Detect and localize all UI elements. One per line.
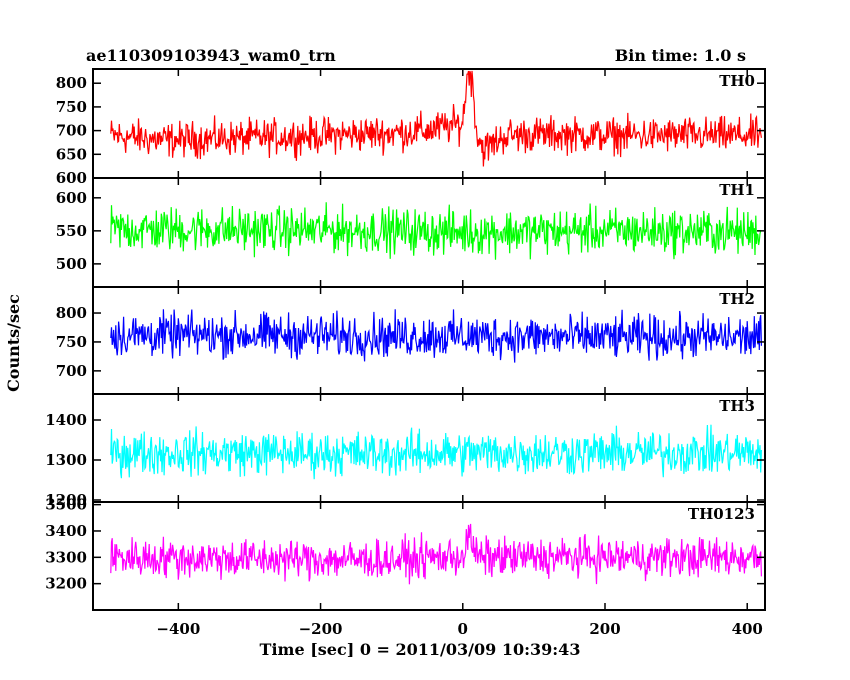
- y-axis-label: Counts/sec: [4, 294, 23, 392]
- panel-frame: [92, 501, 766, 611]
- y-tick-label: 3400: [45, 522, 87, 540]
- series-th0: [110, 70, 762, 167]
- panels-group: 600 650 700 750 800 TH0 500 550 600 TH1 700 750 800 T…: [45, 68, 766, 638]
- y-tick-label: 3300: [45, 548, 87, 566]
- y-tick-label: 1200: [45, 491, 87, 509]
- y-tick-label: 550: [56, 222, 87, 240]
- panel-label-th0123: TH0123: [688, 505, 755, 523]
- panel-th2: 700 750 800 TH2: [56, 286, 766, 395]
- y-tick-label: 600: [56, 169, 87, 187]
- y-tick-label: 750: [56, 98, 87, 116]
- y-tick-label: 700: [56, 362, 87, 380]
- y-tick-label: 650: [56, 145, 87, 163]
- y-tick-label: 600: [56, 189, 87, 207]
- y-tick-label: 3200: [45, 575, 87, 593]
- panel-th3: 1200 1300 1400 TH3: [45, 393, 766, 509]
- series-th1: [110, 202, 762, 260]
- chart-title: ae110309103943_wam0_trn: [86, 46, 336, 65]
- bin-time-label: Bin time: 1.0 s: [615, 46, 746, 65]
- series-th2: [110, 309, 762, 363]
- panel-label-th1: TH1: [719, 181, 755, 199]
- y-tick-label: 800: [56, 304, 87, 322]
- series-th0123: [110, 523, 762, 585]
- x-tick-label: −400: [156, 620, 200, 638]
- series-th3: [110, 424, 762, 480]
- y-tick-label: 500: [56, 255, 87, 273]
- y-tick-label: 700: [56, 122, 87, 140]
- x-axis-label: Time [sec] 0 = 2011/03/09 10:39:43: [260, 640, 581, 659]
- x-tick-label: 0: [458, 620, 468, 638]
- x-tick-label: 400: [732, 620, 763, 638]
- panel-th0: 600 650 700 750 800 TH0: [56, 68, 766, 187]
- panel-frame: [92, 68, 766, 179]
- x-tick-label: 200: [589, 620, 620, 638]
- y-tick-label: 1300: [45, 451, 87, 469]
- panel-label-th2: TH2: [719, 290, 755, 308]
- panel-th1: 500 550 600 TH1: [56, 177, 766, 288]
- y-tick-label: 750: [56, 333, 87, 351]
- y-tick-label: 800: [56, 74, 87, 92]
- y-tick-label: 1400: [45, 411, 87, 429]
- panel-label-th0: TH0: [719, 72, 755, 90]
- x-tick-label: −200: [299, 620, 343, 638]
- panel-label-th3: TH3: [719, 397, 755, 415]
- panel-th0123: 3200 3300 3400 3500 TH0123: [45, 496, 766, 611]
- y-tick-label: 3500: [45, 496, 87, 514]
